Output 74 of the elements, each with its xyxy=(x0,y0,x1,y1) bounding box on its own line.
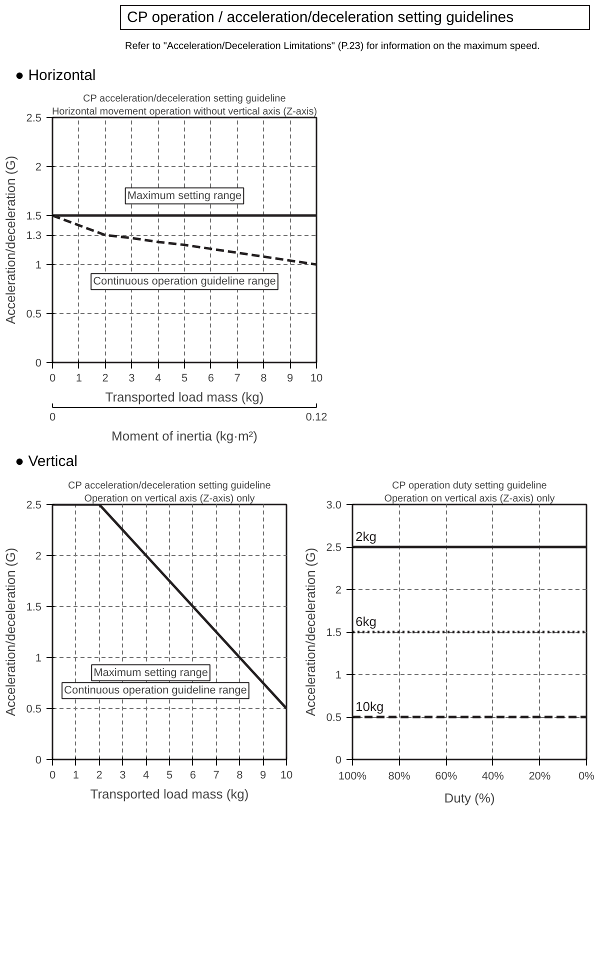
x-tick-label: 3 xyxy=(128,372,135,385)
x-tick-label: 5 xyxy=(166,769,173,782)
x-tick-label: 7 xyxy=(213,769,220,782)
y-tick-label: 1.3 xyxy=(26,230,42,242)
y-tick-label: 2 xyxy=(35,550,42,562)
chart-subtitle: Operation on vertical axis (Z-axis) only xyxy=(384,493,555,504)
x-tick-label: 40% xyxy=(482,770,504,782)
y-tick-label: 1 xyxy=(35,652,42,664)
chart-title: CP acceleration/deceleration setting guideline xyxy=(83,94,286,105)
annotation: Maximum setting range xyxy=(94,666,208,678)
chart-subtitle: Horizontal movement operation without vertical axis (Z-axis) xyxy=(52,106,318,118)
x-tick-label: 5 xyxy=(181,372,188,385)
x-tick-label: 6 xyxy=(208,372,214,385)
x-tick-label: 0 xyxy=(49,769,56,782)
x-tick-label: 8 xyxy=(236,769,243,782)
x-tick-label: 7 xyxy=(234,372,240,385)
x-tick-label: 6 xyxy=(190,769,196,782)
text: ● Horizontal xyxy=(15,66,96,86)
series-label: 10kg xyxy=(356,698,384,714)
y-tick-label: 1.5 xyxy=(26,210,42,223)
text: ● Vertical xyxy=(15,452,78,472)
x-tick-label: 8 xyxy=(260,372,267,385)
chart-title: CP acceleration/deceleration setting guideline xyxy=(68,480,272,492)
x-axis-title: Transported load mass (kg) xyxy=(90,786,249,802)
chart-subtitle: Operation on vertical axis (Z-axis) only xyxy=(84,493,255,504)
x2-tick-label: 0 xyxy=(49,412,56,424)
y-axis-title: Acceleration/deceleration (G) xyxy=(3,547,18,716)
annotation: Continuous operation guideline range xyxy=(64,684,247,696)
y-tick-label: 1.5 xyxy=(26,601,42,614)
chart-title: CP operation duty setting guideline xyxy=(392,480,548,492)
y-tick-label: 0.5 xyxy=(26,703,42,716)
x-tick-label: 2 xyxy=(96,769,102,782)
x-tick-label: 2 xyxy=(102,372,108,385)
y-axis-title: Acceleration/deceleration (G) xyxy=(303,547,318,716)
x-tick-label: 1 xyxy=(76,372,82,385)
x-tick-label: 20% xyxy=(528,770,551,782)
y-tick-label: 2 xyxy=(35,162,42,174)
x2-axis-title: Moment of inertia (kg·m²) xyxy=(112,428,258,444)
y-tick-label: 2.5 xyxy=(326,542,342,554)
annotation: Maximum setting range xyxy=(127,190,242,202)
y-tick-label: 0 xyxy=(35,358,42,370)
series-label: 6kg xyxy=(356,614,376,629)
x-tick-label: 10 xyxy=(280,769,293,782)
y-tick-label: 2.5 xyxy=(26,112,42,125)
y-tick-label: 0 xyxy=(35,754,42,766)
x-tick-label: 60% xyxy=(435,770,458,782)
annotation: Continuous operation guideline range xyxy=(93,276,276,288)
y-tick-label: 1.5 xyxy=(326,626,342,639)
x-tick-label: 9 xyxy=(260,769,266,782)
text: CP operation / acceleration/deceleration setting guidelines xyxy=(127,8,514,28)
x-axis-title: Duty (%) xyxy=(444,790,495,806)
x-tick-label: 100% xyxy=(338,770,367,782)
x-tick-label: 3 xyxy=(120,769,126,782)
x-tick-label: 0% xyxy=(578,770,595,782)
x-tick-label: 9 xyxy=(287,372,294,385)
x-tick-label: 10 xyxy=(310,372,323,385)
x-tick-label: 4 xyxy=(155,372,162,385)
y-axis-title: Acceleration/deceleration (G) xyxy=(3,156,18,324)
y-tick-label: 0 xyxy=(335,754,342,766)
y-tick-label: 3.0 xyxy=(326,499,342,512)
y-tick-label: 1 xyxy=(35,260,42,272)
y-tick-label: 0.5 xyxy=(26,308,42,321)
x-tick-label: 1 xyxy=(72,769,79,782)
x2-tick-label: 0.12 xyxy=(306,412,328,424)
y-tick-label: 2.5 xyxy=(26,499,42,512)
series-label: 2kg xyxy=(356,528,376,544)
x-axis-title: Transported load mass (kg) xyxy=(105,390,264,405)
text: Refer to "Acceleration/Deceleration Limitations" (P.23) for information on the maximum speed. xyxy=(125,40,540,54)
x-tick-label: 80% xyxy=(388,770,411,782)
y-tick-label: 2 xyxy=(335,584,342,596)
y-tick-label: 0.5 xyxy=(326,712,342,724)
x-tick-label: 0 xyxy=(49,372,56,385)
x-tick-label: 4 xyxy=(143,769,150,782)
y-tick-label: 1 xyxy=(335,669,342,682)
